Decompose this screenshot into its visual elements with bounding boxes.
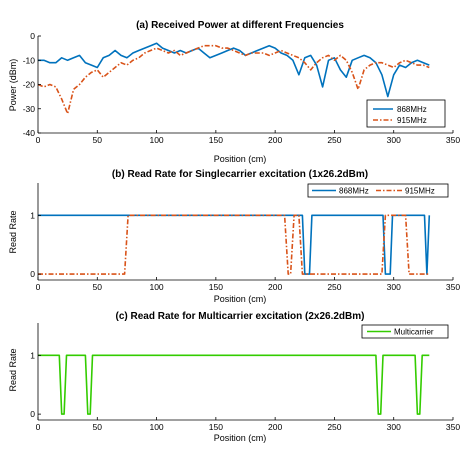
x-tick-label: 50: [93, 282, 103, 292]
x-tick-label: 0: [36, 422, 41, 432]
x-tick-label: 250: [327, 135, 341, 145]
panel-c-plot: 0 50 100 150 200 250 300 350 0 1: [30, 323, 460, 432]
x-tick-label: 100: [149, 422, 163, 432]
panel-a-legend: 868MHz 915MHz: [366, 99, 446, 128]
x-tick-label: 100: [149, 282, 163, 292]
y-tick-label: 1: [30, 350, 35, 360]
y-tick-label: 0: [30, 409, 35, 419]
panel-c-legend: Multicarrier: [361, 324, 449, 339]
panel-c: (c) Read Rate for Multicarrier excitatio…: [8, 311, 460, 443]
x-tick-label: 150: [209, 422, 223, 432]
y-tick-label: 0: [30, 31, 35, 41]
y-tick-label: -20: [23, 80, 36, 90]
series-b-0: [38, 214, 431, 275]
x-tick-label: 200: [268, 422, 282, 432]
panel-a-plot: 0 50 100 150 200 250 300 350 0 -10 -20 -30 -40: [23, 31, 461, 145]
x-tick-label: 300: [387, 282, 401, 292]
panel-c-xlabel: Position (cm): [214, 433, 267, 443]
legend-b-915-label: 915MHz: [405, 187, 435, 196]
legend-a-915-label: 915MHz: [397, 116, 427, 125]
panel-b: (b) Read Rate for Singlecarrier excitati…: [8, 169, 460, 304]
x-tick-label: 350: [446, 422, 460, 432]
x-tick-label: 50: [93, 135, 103, 145]
y-tick-label: -10: [23, 55, 36, 65]
x-tick-label: 150: [209, 135, 223, 145]
panel-b-plot: 0 50 100 150 200 250 300 350 0 1: [30, 183, 460, 292]
series-c-0: [38, 354, 430, 415]
panel-c-legend-box: [361, 324, 449, 339]
x-tick-label: 0: [36, 135, 41, 145]
x-tick-label: 300: [387, 135, 401, 145]
panel-a-xlabel: Position (cm): [214, 154, 267, 164]
x-tick-label: 250: [327, 422, 341, 432]
panel-a-legend-box: [366, 99, 446, 128]
x-tick-label: 50: [93, 422, 103, 432]
x-tick-label: 0: [36, 282, 41, 292]
panel-a-ylabel: Power (dBm): [8, 59, 18, 112]
panel-b-title: (b) Read Rate for Singlecarrier excitati…: [112, 169, 368, 180]
y-tick-label: -30: [23, 104, 36, 114]
panel-c-ylabel: Read Rate: [8, 348, 18, 391]
legend-c-multi-label: Multicarrier: [394, 328, 434, 337]
panel-a: (a) Received Power at different Frequenc…: [8, 20, 460, 164]
panel-c-title: (c) Read Rate for Multicarrier excitatio…: [116, 311, 365, 322]
x-tick-label: 200: [268, 135, 282, 145]
legend-b-868-label: 868MHz: [339, 187, 369, 196]
panel-b-legend: 868MHz 915MHz: [307, 183, 449, 198]
x-tick-label: 200: [268, 282, 282, 292]
series-a-0: [38, 42, 430, 98]
panel-b-ylabel: Read Rate: [8, 210, 18, 253]
x-tick-label: 300: [387, 422, 401, 432]
series-a-1: [37, 44, 430, 115]
x-tick-label: 150: [209, 282, 223, 292]
x-tick-label: 100: [149, 135, 163, 145]
y-tick-label: -40: [23, 128, 36, 138]
panel-a-title: (a) Received Power at different Frequenc…: [136, 20, 344, 31]
y-tick-label: 1: [30, 210, 35, 220]
series-b-1: [38, 214, 430, 275]
y-tick-label: 0: [30, 269, 35, 279]
x-tick-label: 250: [327, 282, 341, 292]
x-tick-label: 350: [446, 282, 460, 292]
legend-a-868-label: 868MHz: [397, 105, 427, 114]
x-tick-label: 350: [446, 135, 460, 145]
panel-b-xlabel: Position (cm): [214, 294, 267, 304]
